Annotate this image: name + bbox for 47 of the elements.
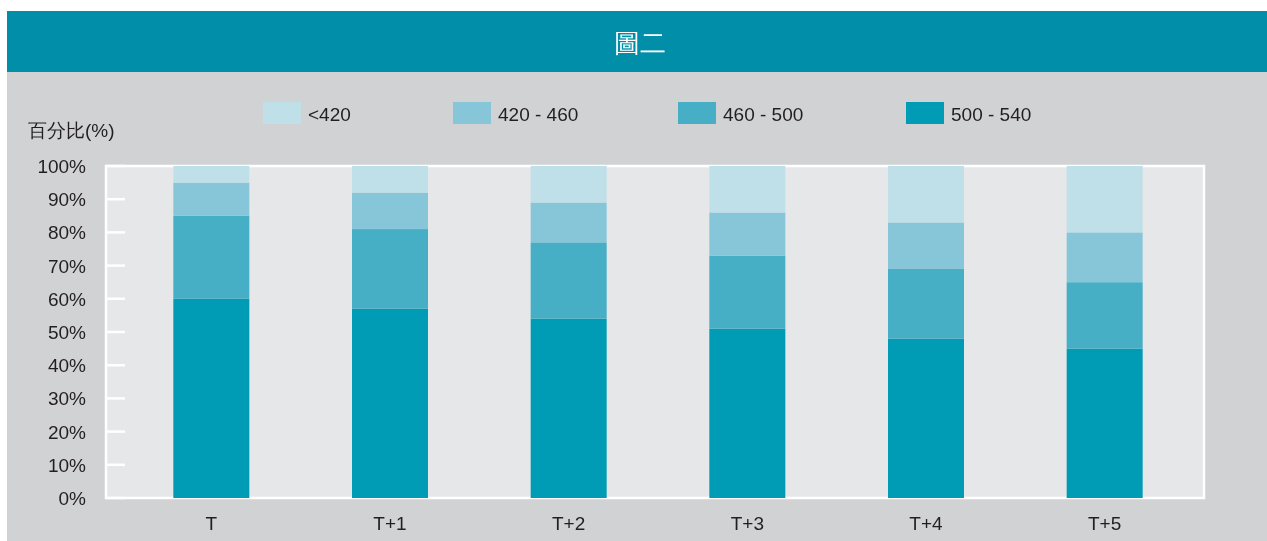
y-tick-label: 60% [47,288,87,310]
y-tick-label: 50% [47,322,87,343]
bar [352,308,428,498]
bar [530,166,607,203]
y-tick-label: 30% [47,388,87,410]
x-tick-label: T+1 [373,513,407,534]
x-tick-label: T+5 [1088,513,1122,534]
bar [709,255,786,329]
bar [530,202,607,243]
bar [530,242,607,319]
bar [173,215,250,299]
y-tick-label: 40% [47,355,87,377]
bar [1066,232,1143,283]
bar [530,318,607,498]
x-tick-label: T [205,513,218,534]
bar [1066,282,1143,349]
y-tick-label: 90% [47,189,87,211]
y-tick-label: 70% [47,255,87,277]
bar [1066,348,1143,498]
legend-label: 420 - 460 [498,104,579,125]
bar [888,166,964,223]
y-tick-label: 100% [37,156,87,177]
legend-label: 460 - 500 [723,104,804,125]
bar [888,268,964,339]
x-tick-label: T+2 [552,513,586,534]
bar [888,338,964,498]
y-tick-label: 0% [58,488,87,509]
bar [352,192,428,230]
x-tick-label: T+3 [730,513,764,534]
bar [352,166,428,193]
chart-title: 圖二 [614,28,666,58]
bar [173,298,250,498]
bar [173,182,250,216]
y-axis-title: 百分比(%) [28,120,115,141]
y-tick-label: 20% [47,421,87,443]
legend-label: <420 [308,104,351,125]
bar [173,166,250,183]
y-tick-label: 10% [47,454,87,476]
bar [709,166,786,213]
y-tick-label: 80% [47,222,87,244]
bar [709,328,786,498]
bar [352,229,428,309]
bar [888,222,964,269]
x-tick-label: T+4 [909,513,944,534]
bar [709,212,786,256]
bar [1066,166,1143,233]
legend-label: 500 - 540 [951,104,1032,125]
